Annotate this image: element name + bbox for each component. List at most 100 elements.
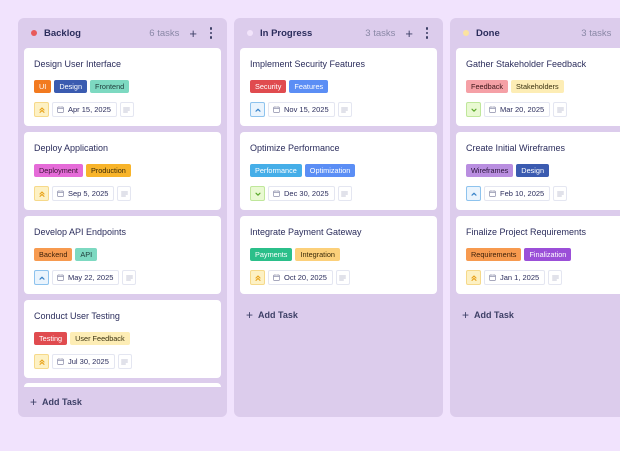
task-card[interactable]: Create Initial Wireframes Wireframes Desi… xyxy=(456,132,620,210)
due-date[interactable]: Apr 15, 2025 xyxy=(52,102,117,117)
due-date-text: May 22, 2025 xyxy=(68,273,114,282)
tag: Features xyxy=(289,80,329,93)
due-date[interactable]: Nov 15, 2025 xyxy=(268,102,335,117)
add-icon[interactable]: + xyxy=(189,25,197,41)
card-meta: Sep 5, 2025 xyxy=(34,186,212,201)
task-card[interactable]: Integrate Payment Gateway Payments Integr… xyxy=(240,216,437,294)
notes-icon[interactable] xyxy=(335,270,350,285)
add-task-button[interactable]: + Add Task xyxy=(456,300,620,330)
due-date[interactable]: Jan 1, 2025 xyxy=(484,270,546,285)
priority-double-chevron-up-icon[interactable] xyxy=(34,102,49,117)
tag: Performance xyxy=(250,164,302,177)
task-card[interactable]: Implement Security Features Security Feat… xyxy=(240,48,437,126)
plus-icon: + xyxy=(30,395,38,409)
task-count: 3 tasks xyxy=(581,27,612,39)
column-done: Done 3 tasks + Gather Stakeholder Feedba… xyxy=(450,18,620,417)
tag: Frontend xyxy=(90,80,130,93)
tag: User Feedback xyxy=(70,332,130,345)
task-card[interactable]: Gather Stakeholder Feedback Feedback Stak… xyxy=(456,48,620,126)
due-date-text: Jan 1, 2025 xyxy=(500,273,540,282)
due-date[interactable]: Feb 10, 2025 xyxy=(484,186,551,201)
task-count: 6 tasks xyxy=(149,27,180,39)
task-card[interactable]: Deploy Application Deployment Production … xyxy=(24,132,221,210)
more-options-icon[interactable] xyxy=(209,27,213,39)
column-title: In Progress xyxy=(260,27,313,39)
due-date[interactable]: Mar 20, 2025 xyxy=(484,102,551,117)
card-title: Integrate Payment Gateway xyxy=(250,227,362,237)
due-date[interactable]: Dec 30, 2025 xyxy=(268,186,335,201)
tag: Integration xyxy=(295,248,340,261)
notes-icon[interactable] xyxy=(122,270,137,285)
plus-icon: + xyxy=(246,308,254,322)
notes-icon[interactable] xyxy=(553,186,568,201)
tag-list: Performance Optimization xyxy=(250,164,428,177)
due-date[interactable]: Sep 5, 2025 xyxy=(52,186,115,201)
notes-icon[interactable] xyxy=(548,270,563,285)
notes-icon[interactable] xyxy=(119,102,134,117)
due-date[interactable]: May 22, 2025 xyxy=(52,270,120,285)
add-task-button[interactable]: + Add Task xyxy=(24,387,221,417)
priority-double-chevron-up-icon[interactable] xyxy=(466,270,481,285)
more-options-icon[interactable] xyxy=(425,27,429,39)
priority-chevron-up-icon[interactable] xyxy=(250,102,265,117)
task-card[interactable]: Conduct User Testing Testing User Feedbac… xyxy=(24,300,221,378)
notes-icon[interactable] xyxy=(337,186,352,201)
card-title: Optimize Performance xyxy=(250,143,340,153)
priority-chevron-down-icon[interactable] xyxy=(466,102,481,117)
column-header: In Progress 3 tasks + xyxy=(240,18,437,48)
priority-chevron-up-icon[interactable] xyxy=(466,186,481,201)
notes-icon[interactable] xyxy=(337,102,352,117)
tag: UI xyxy=(34,80,52,93)
column-in-progress: In Progress 3 tasks + Implement Security… xyxy=(234,18,443,417)
tag: Design xyxy=(54,80,88,93)
tag-list: UI Design Frontend xyxy=(34,80,212,93)
task-card[interactable]: Finalize Project Requirements Requiremen… xyxy=(456,216,620,294)
task-count: 3 tasks xyxy=(365,27,396,39)
card-title: Deploy Application xyxy=(34,143,109,153)
tag-list: Requirements Finalization xyxy=(466,248,620,261)
tag-list: Feedback Stakeholders xyxy=(466,80,620,93)
add-icon[interactable]: + xyxy=(405,25,413,41)
tag: Feedback xyxy=(466,80,509,93)
due-date-text: Oct 20, 2025 xyxy=(284,273,327,282)
tag: Security xyxy=(250,80,287,93)
tag-list: Wireframes Design xyxy=(466,164,620,177)
task-card-partial[interactable] xyxy=(24,383,221,387)
tag: Deployment xyxy=(34,164,83,177)
plus-icon: + xyxy=(462,308,470,322)
tag: Payments xyxy=(250,248,293,261)
due-date[interactable]: Oct 20, 2025 xyxy=(268,270,333,285)
calendar-icon xyxy=(273,274,280,281)
calendar-icon xyxy=(489,274,496,281)
tag: Optimization xyxy=(304,164,356,177)
priority-chevron-up-icon[interactable] xyxy=(34,270,49,285)
notes-icon[interactable] xyxy=(553,102,568,117)
card-meta: Apr 15, 2025 xyxy=(34,102,212,117)
priority-double-chevron-up-icon[interactable] xyxy=(34,354,49,369)
priority-double-chevron-up-icon[interactable] xyxy=(250,270,265,285)
tag: API xyxy=(75,248,98,261)
calendar-icon xyxy=(273,190,280,197)
priority-double-chevron-up-icon[interactable] xyxy=(34,186,49,201)
column-header: Done 3 tasks + xyxy=(456,18,620,48)
tag: Backend xyxy=(34,248,73,261)
due-date[interactable]: Jul 30, 2025 xyxy=(52,354,115,369)
task-card[interactable]: Design User Interface UI Design Frontend A… xyxy=(24,48,221,126)
tag-list: Backend API xyxy=(34,248,212,261)
add-task-button[interactable]: + Add Task xyxy=(240,300,437,330)
status-dot-icon xyxy=(247,30,253,36)
calendar-icon xyxy=(57,106,64,113)
notes-icon[interactable] xyxy=(117,186,132,201)
add-task-label: Add Task xyxy=(42,397,82,407)
card-title: Conduct User Testing xyxy=(34,311,120,321)
notes-icon[interactable] xyxy=(117,354,132,369)
card-title: Design User Interface xyxy=(34,59,122,69)
task-card[interactable]: Optimize Performance Performance Optimiza… xyxy=(240,132,437,210)
priority-chevron-down-icon[interactable] xyxy=(250,186,265,201)
due-date-text: Jul 30, 2025 xyxy=(68,357,109,366)
card-meta: May 22, 2025 xyxy=(34,270,212,285)
calendar-icon xyxy=(489,190,496,197)
tag-list: Testing User Feedback xyxy=(34,332,212,345)
card-meta: Dec 30, 2025 xyxy=(250,186,428,201)
task-card[interactable]: Develop API Endpoints Backend API May 22,… xyxy=(24,216,221,294)
